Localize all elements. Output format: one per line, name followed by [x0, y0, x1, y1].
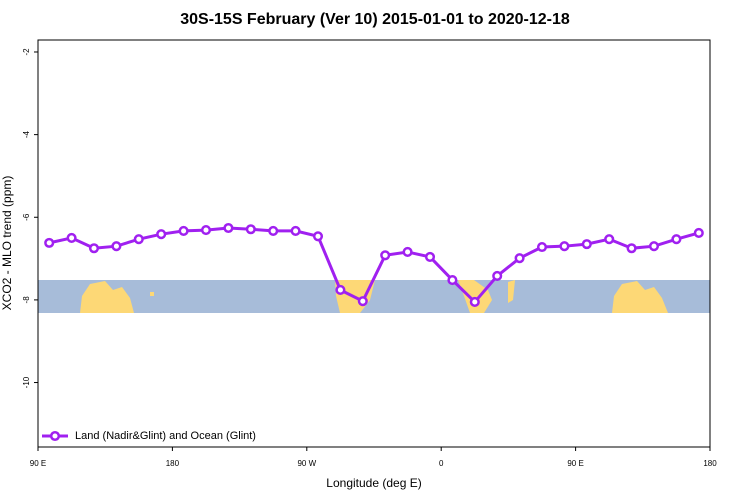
point [604, 234, 615, 245]
x-tick-label: 90 W [297, 459, 316, 468]
y-tick-label: -6 [22, 213, 31, 221]
point [357, 296, 368, 307]
plot-frame [37, 39, 711, 448]
point [559, 241, 570, 252]
point [492, 270, 503, 281]
point [380, 250, 391, 261]
legend-label: Land (Nadir&Glint) and Ocean (Glint) [75, 430, 256, 442]
x-tick-label: 90 E [567, 459, 583, 468]
point [693, 227, 704, 239]
x-tick-label: 0 [439, 459, 444, 468]
point [268, 225, 279, 236]
point [514, 253, 525, 264]
point [223, 222, 234, 234]
point [245, 224, 256, 235]
point [402, 246, 413, 258]
point [469, 296, 480, 308]
point [290, 225, 301, 236]
y-tick-label: -10 [22, 376, 31, 388]
chart-title: 30S-15S February (Ver 10) 2015-01-01 to … [180, 11, 570, 28]
point [312, 231, 324, 242]
point [335, 284, 346, 296]
y-tick-label: -2 [22, 48, 31, 56]
point [178, 225, 189, 236]
y-tick-label: -8 [22, 296, 31, 304]
point [671, 234, 682, 245]
point [200, 225, 212, 236]
x-tick-label: 90 E [30, 459, 46, 468]
point [447, 275, 458, 286]
point [44, 237, 55, 248]
x-axis-label: Longitude (deg E) [326, 476, 421, 490]
point [156, 229, 167, 240]
y-axis-label: XCO2 - MLO trend (ppm) [0, 176, 14, 311]
legend-marker [49, 430, 61, 442]
point [66, 232, 77, 243]
point [648, 241, 660, 252]
x-tick-label: 180 [703, 459, 717, 468]
y-tick-label: -4 [22, 131, 31, 139]
map-band [38, 280, 710, 313]
point [88, 243, 100, 254]
point [581, 239, 592, 250]
point [626, 243, 637, 254]
point [111, 241, 122, 252]
point [536, 241, 548, 253]
point [424, 251, 436, 262]
x-tick-label: 180 [166, 459, 180, 468]
point [133, 234, 144, 245]
